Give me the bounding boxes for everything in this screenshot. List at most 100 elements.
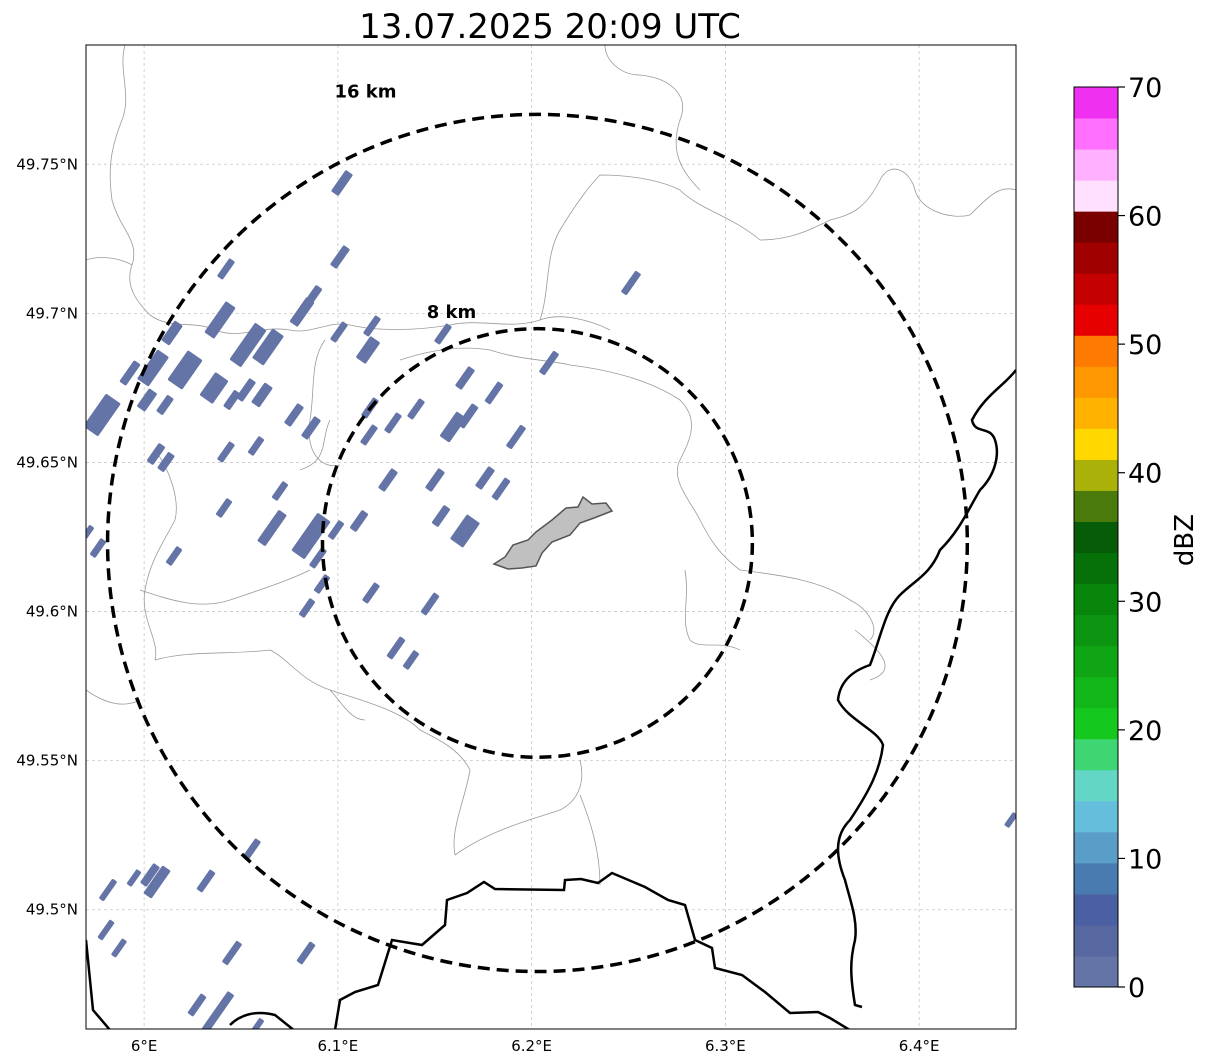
radar-echo <box>99 879 117 901</box>
colorbar-segment <box>1074 552 1118 585</box>
radar-echo <box>440 411 466 443</box>
radar-echo <box>457 403 479 429</box>
radar-echo <box>140 863 160 887</box>
radar-echo <box>402 650 420 670</box>
map-frame <box>85 44 1017 1030</box>
radar-echo <box>304 285 322 307</box>
radar-echo <box>215 498 233 518</box>
radar-echo <box>196 869 216 893</box>
radar-echo <box>165 546 183 566</box>
radar-echo <box>455 366 475 390</box>
lon-tick-label: 6.3°E <box>705 1037 746 1055</box>
radar-echo <box>86 394 121 436</box>
colorbar-segment <box>1074 676 1118 709</box>
colorbar-tick-label: 10 <box>1128 844 1162 875</box>
colorbar-tick-label: 30 <box>1128 587 1162 618</box>
radar-echo <box>222 940 242 966</box>
lat-tick-label: 49.6°N <box>26 603 78 621</box>
radar-echo <box>425 468 445 492</box>
colorbar-segment <box>1074 738 1118 771</box>
city-outline <box>492 495 614 570</box>
radar-echo <box>143 865 171 899</box>
axis-ticks: 6°E 6.1°E 6.2°E 6.3°E 6.4°E 49.75°N 49.7°N 49.6… <box>16 155 939 1055</box>
radar-echo <box>350 510 368 532</box>
radar-echo <box>111 938 127 958</box>
colorbar-segment <box>1074 366 1118 398</box>
colorbar-tick-label: 50 <box>1128 330 1162 361</box>
colorbar-segment <box>1074 304 1118 336</box>
range-ring-16km <box>105 112 970 974</box>
radar-echo <box>257 510 287 546</box>
radar-echoes <box>86 170 1016 1029</box>
lon-tick-label: 6.4°E <box>899 1037 940 1055</box>
radar-echo <box>137 349 169 387</box>
radar-echo <box>243 838 261 860</box>
radar-echo <box>291 513 331 559</box>
colorbar-segment <box>1074 831 1118 864</box>
range-rings: 8 km 16 km <box>105 82 970 974</box>
radar-echo <box>89 538 107 558</box>
radar-echo <box>407 398 425 420</box>
range-ring-8km <box>320 326 755 760</box>
radar-echo <box>491 477 511 501</box>
colorbar-segment <box>1074 397 1118 429</box>
lat-tick-label: 49.7°N <box>26 304 78 322</box>
radar-echo <box>126 869 142 887</box>
radar-echo <box>86 525 94 539</box>
colorbar-segment <box>1074 459 1118 491</box>
colorbar-segment <box>1074 707 1118 740</box>
colorbar-segment <box>1074 87 1118 119</box>
colorbar-segment <box>1074 118 1118 150</box>
colorbar-segment <box>1074 273 1118 305</box>
colorbar-tick-label: 60 <box>1128 202 1162 233</box>
gridlines <box>86 45 1016 1029</box>
radar-echo <box>1004 812 1016 828</box>
radar-echo <box>156 395 174 415</box>
radar-echo <box>119 360 141 386</box>
colorbar-segment <box>1074 521 1118 554</box>
colorbar-tick-label: 40 <box>1128 459 1162 490</box>
colorbar-segment <box>1074 211 1118 243</box>
radar-echo <box>147 443 165 465</box>
lon-tick-label: 6.1°E <box>317 1037 358 1055</box>
radar-echo <box>167 350 203 390</box>
radar-echo <box>363 315 381 337</box>
colorbar-tick-label: 0 <box>1128 973 1145 1004</box>
colorbar-segment <box>1074 924 1118 957</box>
radar-echo <box>506 424 526 450</box>
commune-boundaries <box>86 45 1016 886</box>
radar-echo <box>475 466 495 490</box>
colorbar-segment <box>1074 955 1118 988</box>
radar-echo <box>202 991 234 1029</box>
radar-echo <box>187 993 207 1017</box>
range-ring-label: 8 km <box>427 302 477 323</box>
radar-echo <box>229 323 267 367</box>
colorbar-segment <box>1074 769 1118 802</box>
colorbar-frame <box>1073 86 1119 988</box>
radar-echo <box>331 170 353 196</box>
colorbar-segment <box>1074 149 1118 181</box>
radar-echo <box>137 388 157 412</box>
national-borders <box>86 369 1016 1029</box>
radar-echo <box>378 468 398 492</box>
colorbar-segment <box>1074 862 1118 895</box>
colorbar-segment <box>1074 645 1118 678</box>
radar-echo <box>327 520 345 540</box>
colorbar-segment <box>1074 428 1118 460</box>
lat-tick-label: 49.65°N <box>16 453 78 471</box>
colorbar-segment <box>1074 180 1118 212</box>
colorbar-segment <box>1074 893 1118 926</box>
colorbar-segment <box>1074 614 1118 647</box>
radar-echo <box>200 372 228 404</box>
radar-echo <box>271 481 289 501</box>
colorbar-label: dBZ <box>1170 514 1200 566</box>
radar-echo <box>309 547 327 569</box>
radar-echo <box>484 381 504 405</box>
radar-echo <box>236 378 256 402</box>
radar-echo <box>539 350 559 376</box>
radar-echo <box>621 270 641 296</box>
radar-echo <box>330 321 348 343</box>
colorbar: 0 10 20 30 40 50 60 70 dBZ <box>1073 73 1200 1004</box>
colorbar-segment <box>1074 583 1118 616</box>
